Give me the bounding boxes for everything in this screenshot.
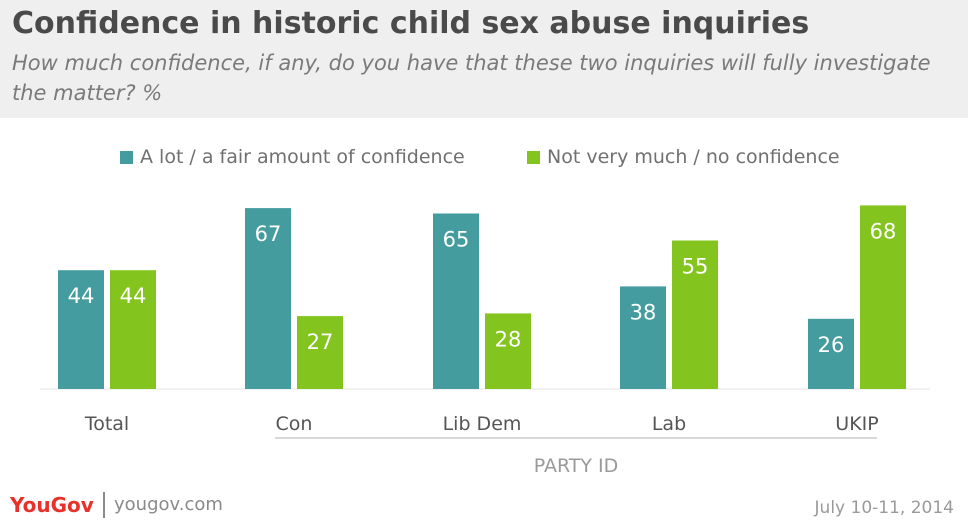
data-label-2-total: 44 bbox=[120, 284, 147, 308]
data-label-2-lab: 55 bbox=[682, 255, 709, 279]
bar-2-ukip bbox=[860, 205, 906, 389]
bar-1-ukip bbox=[808, 318, 854, 389]
header-band: Confidence in historic child sex abuse i… bbox=[0, 0, 968, 118]
category-label-lab: Lab bbox=[652, 413, 686, 435]
bar-1-lib-dem bbox=[433, 213, 479, 389]
bar-2-con bbox=[297, 316, 343, 389]
data-label-1-con: 67 bbox=[255, 222, 282, 246]
chart-title: Confidence in historic child sex abuse i… bbox=[12, 6, 810, 41]
bar-1-con bbox=[245, 208, 291, 389]
footer-divider bbox=[103, 492, 105, 518]
footer-site: yougov.com bbox=[114, 494, 223, 515]
chart-subtitle: How much confidence, if any, do you have… bbox=[12, 51, 931, 105]
bar-chart: 44 44 Total 67 27 Con 65 28 Lib Dem 38 55 Lab 26 68 UK… bbox=[40, 205, 930, 477]
data-label-1-lab: 38 bbox=[630, 300, 657, 324]
yougov-logo: YouGov bbox=[10, 493, 94, 517]
category-label-lib-dem: Lib Dem bbox=[443, 413, 522, 435]
bar-1-lab bbox=[620, 286, 666, 389]
category-label-ukip: UKIP bbox=[835, 413, 878, 435]
data-label-2-con: 27 bbox=[307, 330, 334, 354]
bar-1-total bbox=[58, 270, 104, 389]
data-label-2-lib-dem: 28 bbox=[495, 327, 522, 351]
category-label-con: Con bbox=[276, 413, 313, 435]
footer-date: July 10-11, 2014 bbox=[814, 498, 954, 518]
group-label-party-id: PARTY ID bbox=[534, 455, 619, 477]
bar-2-total bbox=[110, 270, 156, 389]
data-label-2-ukip: 68 bbox=[870, 219, 897, 243]
legend-swatch-series-1 bbox=[120, 151, 133, 164]
category-label-total: Total bbox=[84, 413, 129, 435]
data-label-1-total: 44 bbox=[68, 284, 95, 308]
bar-2-lib-dem bbox=[485, 313, 531, 389]
legend-label-series-1: A lot / a fair amount of confidence bbox=[140, 146, 465, 168]
data-label-1-lib-dem: 65 bbox=[443, 228, 470, 252]
legend-swatch-series-2 bbox=[527, 151, 540, 164]
data-label-1-ukip: 26 bbox=[818, 333, 845, 357]
bar-2-lab bbox=[672, 240, 718, 389]
legend-label-series-2: Not very much / no confidence bbox=[547, 146, 840, 168]
